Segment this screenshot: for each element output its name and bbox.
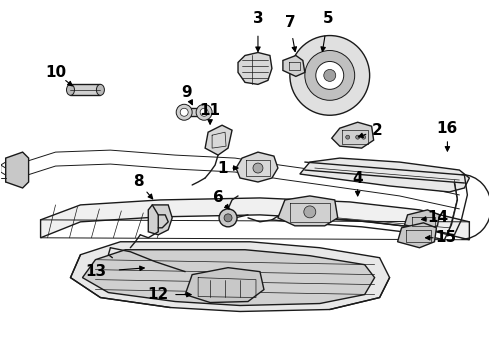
Polygon shape — [405, 210, 440, 230]
Text: 11: 11 — [199, 103, 220, 118]
Polygon shape — [82, 250, 375, 306]
Polygon shape — [41, 198, 469, 240]
Circle shape — [346, 135, 350, 139]
Polygon shape — [184, 108, 204, 116]
Text: 14: 14 — [427, 210, 448, 225]
Polygon shape — [205, 125, 232, 155]
Text: 10: 10 — [45, 65, 66, 80]
Text: 2: 2 — [372, 123, 383, 138]
Circle shape — [356, 135, 360, 139]
Polygon shape — [71, 84, 100, 95]
Circle shape — [362, 135, 366, 139]
Circle shape — [290, 36, 369, 115]
Circle shape — [316, 62, 343, 89]
Text: 4: 4 — [352, 171, 363, 185]
Circle shape — [324, 69, 336, 81]
Text: 5: 5 — [322, 11, 333, 26]
Circle shape — [200, 108, 208, 116]
Polygon shape — [332, 122, 374, 148]
Text: 15: 15 — [435, 230, 456, 245]
Text: 12: 12 — [147, 287, 169, 302]
Circle shape — [253, 163, 263, 173]
Ellipse shape — [67, 84, 74, 95]
Text: 9: 9 — [181, 85, 192, 100]
Polygon shape — [236, 152, 278, 182]
Circle shape — [196, 104, 212, 120]
Polygon shape — [278, 196, 338, 226]
Polygon shape — [397, 223, 437, 248]
Polygon shape — [238, 53, 272, 84]
Text: 6: 6 — [213, 190, 223, 206]
Polygon shape — [185, 268, 264, 302]
Polygon shape — [71, 242, 390, 311]
Circle shape — [224, 214, 232, 222]
Text: 1: 1 — [217, 161, 227, 176]
Text: 13: 13 — [85, 264, 106, 279]
Ellipse shape — [97, 84, 104, 95]
Circle shape — [219, 209, 237, 227]
Circle shape — [304, 206, 316, 218]
Circle shape — [180, 108, 188, 116]
Text: 8: 8 — [133, 175, 144, 189]
Polygon shape — [148, 205, 172, 235]
Text: 16: 16 — [437, 121, 458, 136]
Circle shape — [176, 104, 192, 120]
Text: 3: 3 — [253, 11, 263, 26]
Polygon shape — [300, 158, 469, 192]
Circle shape — [305, 50, 355, 100]
Polygon shape — [6, 152, 28, 188]
Text: 7: 7 — [285, 15, 295, 30]
Polygon shape — [283, 55, 305, 76]
